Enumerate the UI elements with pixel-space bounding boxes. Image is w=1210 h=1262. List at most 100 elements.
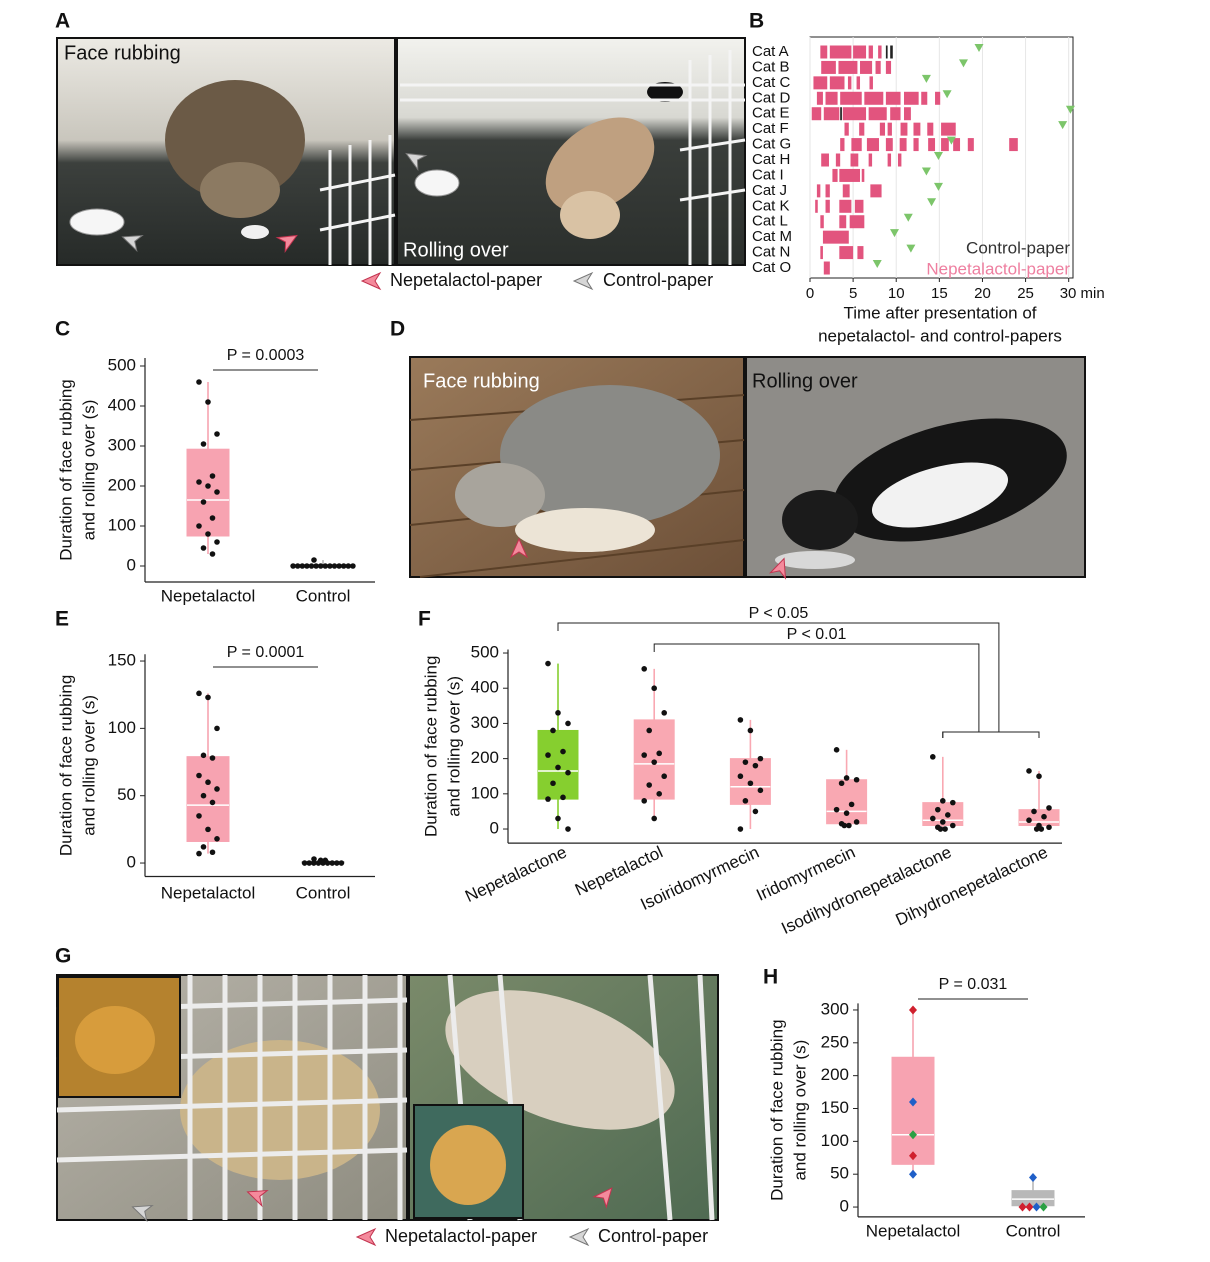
- box: [1011, 1190, 1055, 1207]
- row-label: Cat H: [752, 151, 790, 168]
- bout: [900, 122, 908, 136]
- point: [950, 822, 956, 829]
- bout: [868, 153, 873, 167]
- point: [846, 822, 852, 829]
- panel-label: A: [55, 10, 70, 33]
- bout: [811, 107, 822, 121]
- point: [205, 779, 211, 786]
- point: [200, 441, 207, 447]
- bout: [913, 122, 921, 136]
- bout: [840, 107, 842, 121]
- point: [833, 806, 840, 813]
- marker: [921, 167, 931, 176]
- bout: [879, 122, 886, 136]
- y-axis-label: Duration of face rubbing: [56, 675, 75, 856]
- point: [555, 764, 561, 771]
- point: [942, 826, 948, 832]
- bout: [899, 138, 907, 152]
- point: [651, 685, 657, 692]
- legend-entry: Control-paper: [966, 238, 1070, 257]
- point: [651, 815, 657, 822]
- legend-text: Nepetalactol-paper: [385, 1226, 537, 1246]
- bout: [847, 76, 852, 90]
- point: [565, 826, 571, 832]
- point: [909, 1151, 917, 1161]
- point: [555, 815, 561, 822]
- y-tick-label: 500: [108, 355, 136, 374]
- point: [327, 563, 333, 569]
- point: [935, 806, 941, 813]
- y-tick-label: 200: [108, 475, 136, 494]
- bout: [823, 261, 830, 275]
- y-tick-label: 400: [108, 395, 136, 414]
- point: [214, 725, 220, 732]
- point: [945, 812, 951, 818]
- bout: [868, 45, 873, 59]
- marker: [942, 90, 952, 99]
- y-tick-label: 300: [821, 999, 849, 1018]
- point: [209, 755, 216, 761]
- point: [209, 473, 216, 479]
- point: [853, 819, 860, 825]
- x-tick-label: 15: [931, 285, 948, 302]
- point: [214, 431, 220, 437]
- point: [205, 694, 211, 701]
- bout: [903, 107, 911, 121]
- photo-caption: Face rubbing: [64, 42, 181, 64]
- x-tick-label: 10: [888, 285, 905, 302]
- point: [555, 710, 561, 716]
- point: [196, 479, 202, 485]
- bout: [821, 60, 836, 74]
- point: [747, 780, 754, 787]
- point: [833, 747, 840, 753]
- point: [550, 727, 556, 734]
- bout: [890, 45, 893, 59]
- bout: [839, 246, 854, 260]
- paper: [241, 225, 269, 239]
- point: [930, 754, 936, 760]
- bout: [897, 153, 902, 167]
- x-tick-label: Nepetalactone: [462, 842, 569, 906]
- y-tick-label: 250: [821, 1032, 849, 1051]
- y-tick-label: 200: [821, 1065, 849, 1084]
- box: [186, 448, 230, 537]
- point: [646, 782, 652, 788]
- point: [311, 860, 317, 866]
- y-tick-label: 0: [127, 555, 136, 574]
- x-tick-label: Control: [1006, 1221, 1061, 1240]
- point: [545, 752, 551, 758]
- paper-legend-a: Nepetalactol-paper Control-paper: [361, 270, 713, 290]
- bout: [813, 76, 828, 90]
- significance-bracket: [942, 731, 1040, 738]
- point: [838, 780, 845, 787]
- panel-label: D: [390, 318, 405, 341]
- marker: [903, 213, 913, 222]
- point: [909, 1169, 917, 1179]
- bout: [820, 215, 824, 229]
- bout: [832, 168, 838, 182]
- bout: [885, 138, 893, 152]
- x-tick-label: Control: [296, 586, 351, 605]
- bout: [885, 45, 888, 59]
- bout: [835, 153, 841, 167]
- y-tick-label: 200: [471, 748, 499, 767]
- bout: [820, 246, 823, 260]
- legend-arrow: [573, 272, 593, 290]
- bout: [816, 91, 823, 105]
- y-tick-label: 0: [490, 819, 499, 838]
- point: [338, 860, 345, 866]
- y-tick-label: 400: [471, 678, 499, 697]
- point: [345, 563, 352, 569]
- marker: [958, 59, 968, 68]
- cat: [545, 117, 655, 213]
- cage: [319, 135, 396, 265]
- y-tick-label: 0: [127, 853, 136, 872]
- bout: [1009, 138, 1018, 152]
- significance-bracket: [653, 643, 980, 732]
- row-label: Cat I: [752, 166, 784, 183]
- row-label: Cat B: [752, 58, 790, 75]
- point: [656, 750, 662, 757]
- bout: [866, 138, 879, 152]
- bout: [878, 45, 882, 59]
